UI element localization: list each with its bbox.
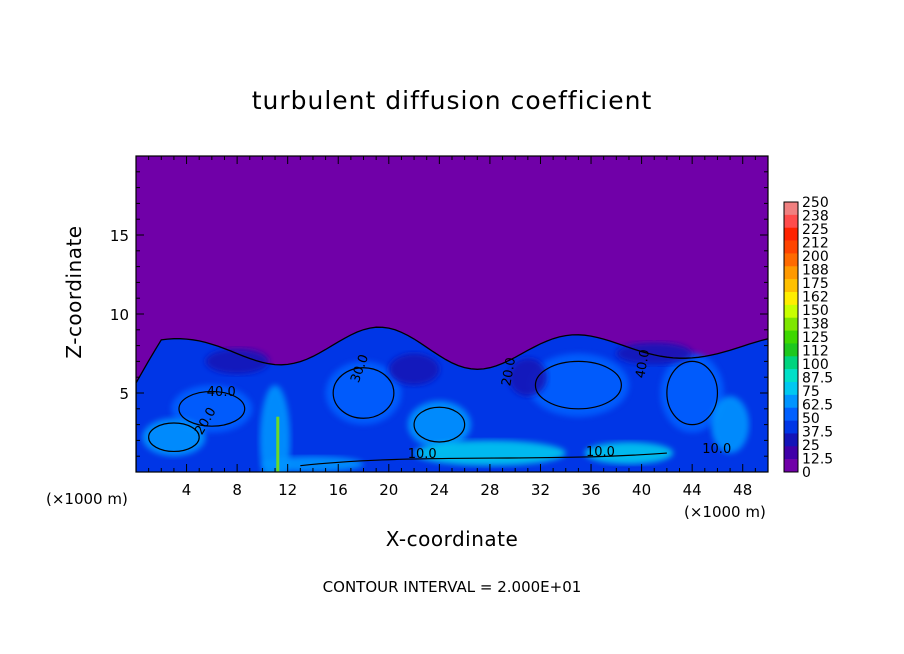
field-patch <box>414 440 566 466</box>
colorbar-swatch <box>784 214 798 229</box>
contour-label: 40.0 <box>207 385 236 400</box>
colorbar-swatch <box>784 382 798 396</box>
contour-label: 10.0 <box>408 447 437 462</box>
colorbar-swatch <box>784 369 798 383</box>
x-tick-label: 16 <box>329 481 348 499</box>
colorbar-level-label: 87.5 <box>802 371 833 387</box>
x-tick-label: 28 <box>480 481 499 499</box>
field-patch <box>388 353 440 386</box>
contour-line <box>300 452 667 467</box>
colorbar-swatch <box>784 356 798 370</box>
x-tick-label: 12 <box>278 481 297 499</box>
contour-line <box>148 422 200 453</box>
colorbar-level-label: 162 <box>802 290 829 306</box>
x-tick-label: 36 <box>581 481 600 499</box>
x-axis-label: X-coordinate <box>385 527 519 551</box>
field-patch <box>407 400 471 449</box>
x-tick-label: 8 <box>232 481 242 499</box>
contour-label: 20.0 <box>499 356 519 387</box>
colorbar-level-label: 138 <box>802 317 829 333</box>
colorbar-swatch <box>784 253 798 267</box>
contour-lines <box>136 326 768 472</box>
x-tick-label: 48 <box>733 481 752 499</box>
field-patch <box>171 385 253 433</box>
x-tick-label: 40 <box>632 481 651 499</box>
x-axis: 4 8 12 16 20 24 28 32 36 40 44 48 <box>148 156 756 499</box>
contour-label: 10.0 <box>702 442 731 457</box>
field-patch <box>508 358 547 397</box>
colorbar-swatch <box>784 330 798 344</box>
x-tick-label: 44 <box>683 481 702 499</box>
colorbar-level-label: 100 <box>802 357 829 373</box>
contour-interval-note: CONTOUR INTERVAL = 2.000E+01 <box>322 578 582 596</box>
colorbar-frame <box>783 201 799 473</box>
colorbar-swatch <box>784 459 798 473</box>
contour-line <box>332 367 395 419</box>
colorbar-swatch <box>784 292 798 306</box>
colorbar-swatch <box>784 240 798 254</box>
colorbar-level-label: 212 <box>802 236 829 252</box>
x-tick-label: 4 <box>182 481 192 499</box>
colorbar-level-label: 37.5 <box>802 425 833 441</box>
colorbar-level-label: 125 <box>802 330 829 346</box>
colorbar-level-label: 250 <box>802 195 829 211</box>
field-patch <box>325 361 402 425</box>
colorbar-level-label: 62.5 <box>802 398 833 414</box>
contour-line <box>413 406 466 443</box>
field-patch <box>616 342 693 365</box>
colorbar-swatch <box>784 343 798 357</box>
contour-line <box>666 360 719 426</box>
colorbar-swatch <box>784 394 798 409</box>
colorbar: 2502382252122001881751621501381251121008… <box>783 195 833 481</box>
contour-line <box>178 390 246 427</box>
colorbar-level-label: 50 <box>802 411 820 427</box>
field-patch <box>711 396 750 454</box>
contour-label: 40.0 <box>633 348 653 379</box>
colorbar-level-label: 188 <box>802 263 829 279</box>
field-patch <box>527 353 629 417</box>
field-plume <box>276 416 280 472</box>
colorbar-swatch <box>784 279 798 293</box>
colorbar-level-label: 75 <box>802 384 820 400</box>
contour-line <box>136 326 768 472</box>
field-patch <box>259 385 291 472</box>
colorbar-level-label: 225 <box>802 222 829 238</box>
y-tick-label: 10 <box>110 306 129 324</box>
field-patch <box>205 348 269 375</box>
y-tick-label: 5 <box>119 385 129 403</box>
colorbar-swatch <box>784 446 798 460</box>
x-tick-label: 24 <box>430 481 449 499</box>
x-unit-label-left: (×1000 m) <box>46 490 128 508</box>
colorbar-level-label: 0 <box>802 465 811 481</box>
colorbar-swatch <box>784 420 798 434</box>
y-tick-label: 15 <box>110 227 129 245</box>
colorbar-level-label: 112 <box>802 344 829 360</box>
colorbar-swatch <box>784 266 798 280</box>
colorbar-swatch <box>784 227 798 241</box>
colorbar-swatch <box>784 304 798 319</box>
field-patch <box>584 441 674 465</box>
x-tick-label: 20 <box>379 481 398 499</box>
colorbar-swatch <box>784 317 798 331</box>
chart-title: turbulent diffusion coefficient <box>251 86 653 115</box>
field-patch <box>142 418 206 457</box>
colorbar-swatch <box>784 407 798 421</box>
field-patch <box>660 353 724 433</box>
y-axis: 5 10 15 <box>110 171 768 457</box>
colorbar-level-label: 175 <box>802 276 829 292</box>
colorbar-level-label: 200 <box>802 249 829 265</box>
colorbar-swatch <box>784 202 798 216</box>
colorbar-swatch <box>784 433 798 447</box>
contour-line <box>534 360 622 410</box>
colorbar-level-label: 25 <box>802 438 820 454</box>
contour-label: 10.0 <box>586 445 615 460</box>
x-unit-label-right: (×1000 m) <box>684 503 766 521</box>
x-tick-label: 32 <box>531 481 550 499</box>
y-axis-label: Z-coordinate <box>62 225 86 359</box>
colorbar-level-label: 150 <box>802 303 829 319</box>
colorbar-level-label: 12.5 <box>802 452 833 468</box>
colorbar-level-label: 238 <box>802 209 829 225</box>
